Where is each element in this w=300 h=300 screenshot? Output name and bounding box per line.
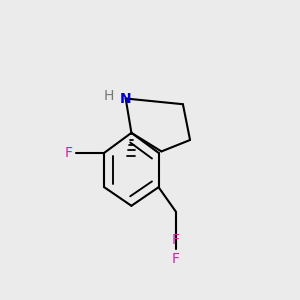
Text: N: N [120, 92, 131, 106]
Text: H: H [103, 88, 114, 103]
Text: F: F [64, 146, 73, 160]
Text: F: F [172, 252, 180, 266]
Text: F: F [172, 233, 180, 247]
